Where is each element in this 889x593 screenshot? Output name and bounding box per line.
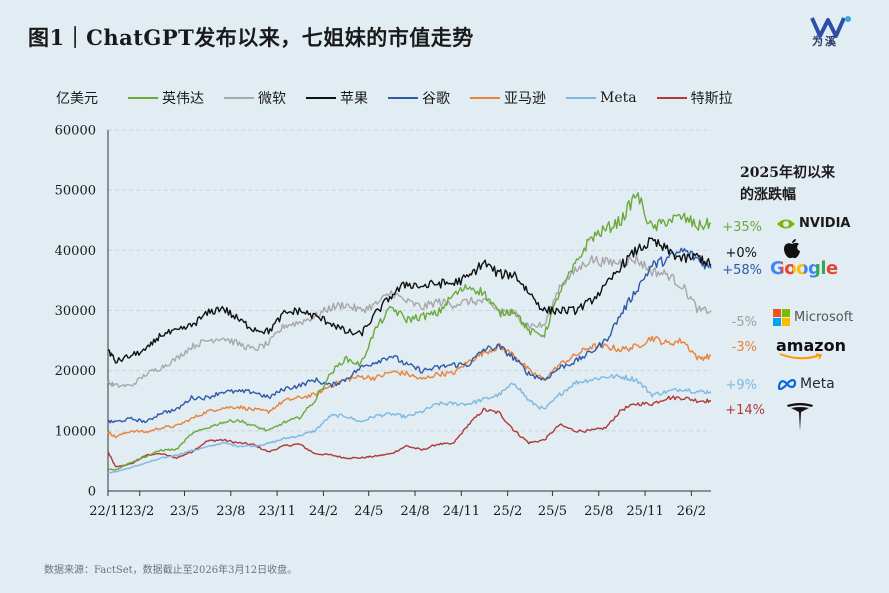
x-tick-label: 23/2 — [125, 504, 154, 519]
change-amazon: -3% — [731, 340, 757, 355]
x-tick-label: 24/5 — [354, 504, 383, 519]
change-panel-title: 2025年初以来 的涨跌幅 — [740, 162, 835, 206]
amazon-logo-text: amazon — [776, 336, 846, 355]
legend-item-google: 谷歌 — [388, 88, 450, 108]
legend-swatch — [388, 97, 418, 99]
series-line-nvidia — [107, 192, 712, 471]
x-tick-label: 25/11 — [626, 504, 663, 519]
chart-legend: 亿美元 英伟达 微软 苹果 谷歌 亚马逊 Meta 特斯拉 — [56, 88, 753, 108]
microsoft-logo-text: Microsoft — [794, 310, 854, 325]
source-note: 数据来源：FactSet，数据截止至2026年3月12日收盘。 — [44, 565, 298, 576]
x-tick-label: 24/2 — [309, 504, 338, 519]
x-tick-label: 24/8 — [400, 504, 429, 519]
x-tick-label: 24/11 — [443, 504, 480, 519]
google-logo-text: Google — [770, 258, 838, 279]
change-google: +58% — [722, 263, 762, 278]
y-axis-unit: 亿美元 — [56, 91, 98, 107]
meta-logo: Meta — [777, 376, 835, 392]
brand-logo-icon — [810, 16, 851, 38]
nvidia-eye-icon — [777, 219, 795, 228]
tesla-logo — [786, 402, 814, 436]
y-tick-label: 30000 — [55, 304, 96, 319]
page-title: 图1｜ChatGPT发布以来，七姐妹的市值走势 — [28, 25, 474, 50]
x-tick-label: 23/11 — [258, 504, 295, 519]
x-tick-label: 23/8 — [216, 504, 245, 519]
apple-icon — [784, 239, 800, 259]
microsoft-logo: Microsoft — [773, 309, 853, 326]
x-tick-label: 22/11 — [89, 504, 126, 519]
change-panel-title-line: 的涨跌幅 — [740, 187, 796, 203]
y-tick-label: 20000 — [55, 364, 96, 379]
nvidia-logo: NVIDIA — [776, 216, 850, 231]
legend-item-amazon: 亚马逊 — [470, 88, 546, 108]
legend-swatch — [306, 97, 336, 99]
microsoft-icon — [773, 309, 790, 326]
meta-infinity-icon — [777, 379, 797, 390]
google-logo: Google — [770, 258, 838, 279]
series-line-microsoft — [107, 254, 712, 388]
tesla-t-icon — [787, 403, 813, 431]
legend-item-tesla: 特斯拉 — [656, 88, 733, 108]
legend-label: 苹果 — [340, 91, 368, 107]
legend-item-apple: 苹果 — [306, 88, 368, 108]
x-tick-label: 25/2 — [493, 504, 522, 519]
series-line-amazon — [107, 335, 712, 439]
legend-swatch — [656, 97, 687, 99]
legend-label: 谷歌 — [422, 91, 450, 107]
change-apple: +0% — [725, 246, 757, 261]
legend-item-nvidia: 英伟达 — [128, 88, 204, 108]
change-microsoft: -5% — [731, 315, 757, 330]
nvidia-logo-text: NVIDIA — [799, 216, 851, 231]
legend-label: 亚马逊 — [504, 91, 546, 107]
brand-logo-text: 为溪 — [812, 35, 838, 48]
amazon-smile-icon — [779, 353, 823, 360]
series-line-meta — [107, 373, 712, 474]
legend-swatch — [566, 97, 596, 99]
change-nvidia: +35% — [722, 220, 762, 235]
y-tick-label: 10000 — [55, 424, 96, 439]
legend-item-microsoft: 微软 — [224, 88, 286, 108]
series-line-apple — [107, 237, 712, 364]
y-tick-label: 40000 — [55, 244, 96, 259]
x-tick-label: 23/5 — [170, 504, 199, 519]
legend-label: 特斯拉 — [690, 91, 733, 107]
apple-logo — [783, 238, 801, 263]
x-tick-label: 26/2 — [677, 504, 706, 519]
legend-label: 英伟达 — [162, 91, 204, 107]
amazon-logo: amazon — [776, 336, 846, 361]
legend-swatch — [224, 97, 254, 99]
legend-item-meta: Meta — [566, 90, 637, 106]
x-tick-label: 25/5 — [538, 504, 567, 519]
legend-label: 微软 — [258, 91, 286, 107]
legend-swatch — [470, 97, 500, 99]
change-tesla: +14% — [725, 403, 765, 418]
x-tick-label: 25/8 — [584, 504, 613, 519]
meta-logo-text: Meta — [800, 376, 835, 392]
legend-label: Meta — [600, 90, 637, 106]
change-panel-title-line: 2025年初以来 — [740, 165, 835, 181]
legend-swatch — [128, 97, 158, 99]
y-tick-label: 60000 — [55, 124, 96, 139]
y-tick-label: 0 — [88, 485, 96, 500]
y-tick-label: 50000 — [55, 184, 96, 199]
change-meta: +9% — [725, 378, 757, 393]
series-line-google — [107, 247, 712, 424]
series-line-tesla — [107, 395, 712, 468]
